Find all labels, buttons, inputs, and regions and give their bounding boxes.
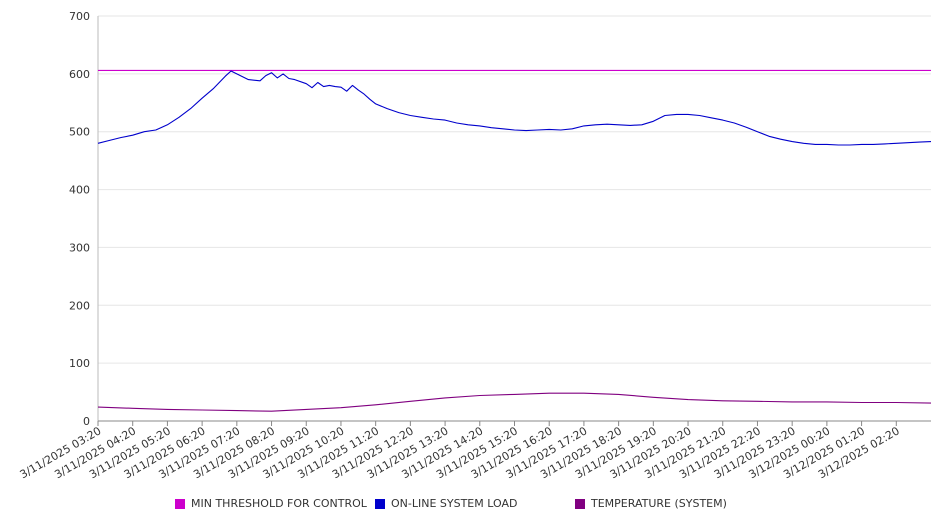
- y-tick-labels: 0 100 200 300 400 500 600 700: [69, 10, 90, 428]
- series-line-temperature: [97, 392, 932, 412]
- legend-item-temperature: TEMPERATURE (SYSTEM): [575, 497, 727, 510]
- legend-swatch-temperature: [575, 498, 585, 509]
- x-tick-labels: 3/11/2025 03:203/11/2025 04:203/11/2025 …: [18, 424, 902, 481]
- legend-label-min-threshold: MIN THRESHOLD FOR CONTROL: [191, 497, 367, 510]
- grid-layer: [98, 15, 931, 422]
- legend-label-temperature: TEMPERATURE (SYSTEM): [591, 497, 727, 510]
- y-tick-label-400: 400: [69, 184, 90, 197]
- y-tick-label-500: 500: [69, 126, 90, 139]
- axis-layer: [97, 16, 931, 426]
- legend-swatch-min-threshold: [175, 498, 185, 509]
- y-tick-label-0: 0: [83, 415, 90, 428]
- y-tick-label-700: 700: [69, 10, 90, 23]
- y-tick-label-600: 600: [69, 68, 90, 81]
- series-line-system-load: [97, 70, 932, 146]
- legend-item-system-load: ON-LINE SYSTEM LOAD: [375, 497, 517, 510]
- legend-label-system-load: ON-LINE SYSTEM LOAD: [391, 497, 518, 510]
- legend-swatch-system-load: [375, 498, 385, 509]
- series-layer: [97, 69, 932, 412]
- legend-item-min-threshold: MIN THRESHOLD FOR CONTROL: [175, 497, 367, 510]
- y-tick-label-100: 100: [69, 357, 90, 370]
- legend: MIN THRESHOLD FOR CONTROL ON-LINE SYSTEM…: [0, 497, 946, 515]
- y-tick-label-200: 200: [69, 299, 90, 312]
- y-tick-label-300: 300: [69, 241, 90, 254]
